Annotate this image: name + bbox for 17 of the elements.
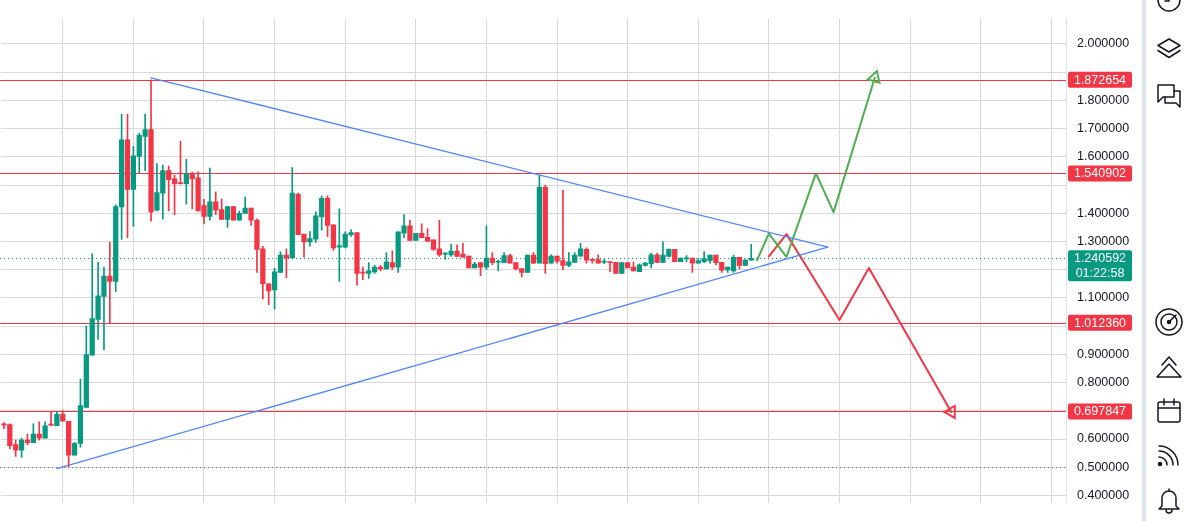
y-tick-label: 2.000000 bbox=[1077, 36, 1130, 51]
ref-line-label: 1.240592 01:22:58 bbox=[1073, 251, 1127, 281]
ref-line-label: 1.012360 bbox=[1073, 315, 1127, 330]
ref-line-label: 1.540902 bbox=[1073, 166, 1127, 181]
y-tick-label: 0.800000 bbox=[1077, 375, 1130, 390]
y-tick-label: 1.400000 bbox=[1077, 205, 1130, 220]
y-tick-label: 1.800000 bbox=[1077, 92, 1130, 107]
y-tick-label: 0.600000 bbox=[1077, 431, 1130, 446]
y-tick-label: 1.600000 bbox=[1077, 149, 1130, 164]
y-tick-label: 1.300000 bbox=[1077, 233, 1130, 248]
y-tick-label: 1.100000 bbox=[1077, 290, 1130, 305]
y-tick-label: 0.900000 bbox=[1077, 346, 1130, 361]
y-tick-label: 0.400000 bbox=[1077, 487, 1130, 502]
ref-line-label: 1.872654 bbox=[1073, 72, 1127, 87]
y-tick-label: 0.500000 bbox=[1077, 459, 1130, 474]
ref-line-label: 0.697847 bbox=[1073, 404, 1127, 419]
y-tick-label: 1.700000 bbox=[1077, 121, 1130, 136]
